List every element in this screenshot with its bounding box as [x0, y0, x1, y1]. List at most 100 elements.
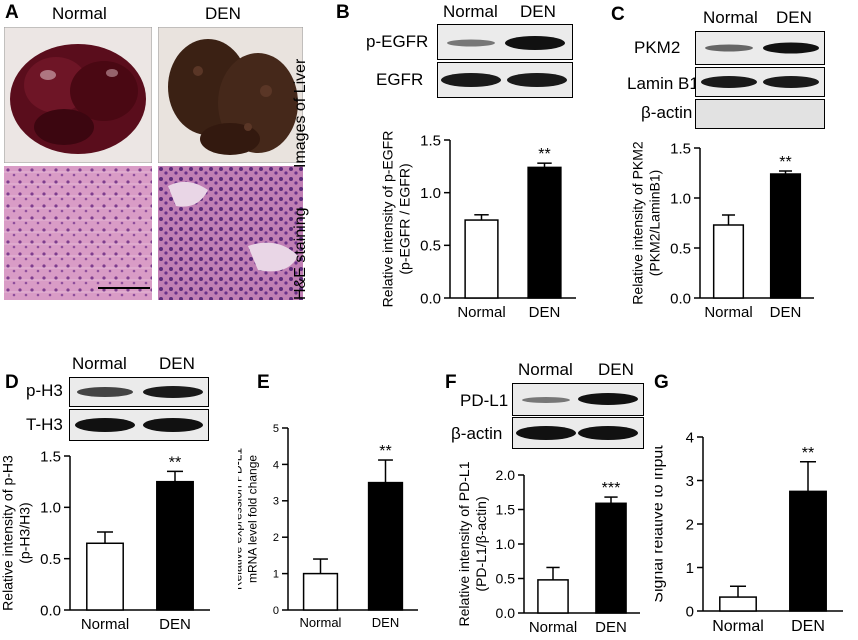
panel-b-den-header: DEN [520, 2, 556, 21]
panel-d-normal-header: Normal [72, 354, 127, 373]
panel-a-normal-header: Normal [52, 4, 107, 23]
blot-label-beta-actin-f: β-actin [451, 424, 503, 443]
blot-label-egfr: EGFR [376, 70, 424, 89]
blot-label-p-h3: p-H3 [26, 381, 63, 400]
y-tick-label: 2 [273, 532, 279, 544]
y-axis-label: Relative intensity of PD-L1 [456, 461, 472, 626]
bar-den [527, 166, 562, 299]
chart-p-h3: 0.0 0.5 1.0 1.5 Normal DEN ** Relative intensit… [0, 448, 210, 633]
y-tick-label: 1 [686, 560, 694, 577]
blot-label-beta-actin-c: β-actin [641, 103, 693, 122]
y-axis-label: Relative expression PD-L1 [238, 448, 245, 590]
bar-normal [537, 579, 569, 614]
y-tick-label: 0 [686, 603, 694, 620]
y-tick-label: 0.5 [670, 240, 691, 257]
blot-pkm2 [695, 31, 825, 65]
x-tick-label: Normal [457, 304, 505, 321]
panel-letter-c: C [611, 4, 625, 25]
bar-normal [302, 572, 339, 611]
x-tick-label: DEN [770, 304, 802, 321]
bar-normal [719, 596, 757, 612]
panel-b-normal-header: Normal [443, 2, 498, 21]
blot-p-egfr [437, 24, 573, 60]
x-tick-label: DEN [372, 615, 399, 630]
panel-letter-a: A [5, 2, 19, 23]
blot-t-h3 [69, 409, 209, 441]
y-tick-label: 3 [686, 473, 694, 490]
blot-label-pkm2: PKM2 [634, 38, 681, 57]
y-axis-label: Signal relative to input [655, 445, 667, 603]
blot-label-p-egfr: p-EGFR [366, 32, 429, 51]
panel-a-row1-label: Images of Liver [292, 58, 309, 168]
y-tick-label: 3 [273, 496, 279, 508]
blot-egfr [437, 62, 573, 98]
bar-den [789, 490, 827, 612]
chart-pd-l1-mrna: 0 1 2 3 4 5 Normal DEN ** Relative expression PD-… [238, 423, 418, 630]
panel-letter-e: E [257, 372, 270, 393]
significance-label: ** [169, 454, 181, 471]
blot-beta-actin-c [695, 99, 825, 129]
panel-a-den-header: DEN [205, 4, 241, 23]
panel-a-row2-label: H&E staining [292, 207, 309, 301]
y-axis-label: Relative intensity of PKM2 [630, 141, 646, 305]
y-tick-label: 1.0 [670, 190, 691, 207]
x-tick-label: Normal [704, 304, 752, 321]
panel-f-den-header: DEN [598, 360, 634, 379]
y-tick-label: 0.0 [40, 602, 61, 619]
y-tick-label: 1.0 [496, 536, 516, 552]
y-tick-label: 2.0 [496, 467, 516, 483]
significance-label: *** [602, 480, 621, 497]
den-liver-photo [158, 27, 303, 163]
x-tick-label: DEN [595, 619, 627, 636]
blot-pd-l1 [512, 383, 644, 416]
panel-letter-g: G [654, 372, 669, 393]
chart-pd-l1-intensity: 0.0 0.5 1.0 1.5 2.0 Normal DEN *** Relative inte… [456, 461, 640, 636]
y-tick-label: 1 [273, 568, 279, 580]
significance-label: ** [538, 146, 550, 163]
bar-den [156, 480, 194, 611]
significance-label: ** [779, 154, 791, 171]
y-tick-label: 1.5 [420, 132, 441, 149]
y-tick-label: 0.5 [420, 238, 441, 255]
x-tick-label: DEN [529, 304, 561, 321]
panel-c-den-header: DEN [776, 8, 812, 27]
y-tick-label: 4 [273, 459, 279, 471]
y-axis-label: mRNA level fold change [246, 455, 260, 583]
normal-liver-photo [4, 27, 152, 163]
x-tick-label: Normal [81, 616, 129, 633]
blot-label-pd-l1: PD-L1 [460, 391, 509, 410]
blot-label-lamin-b1: Lamin B1 [627, 74, 699, 93]
y-axis-label: (PD-L1/β-actin) [473, 496, 489, 591]
y-axis-label: Relative intensity of p-EGFR [380, 131, 396, 308]
panel-letter-f: F [445, 372, 457, 393]
panel-letter-b: B [336, 2, 350, 23]
y-tick-label: 1.0 [40, 500, 61, 517]
bar-normal [86, 542, 124, 611]
bar-normal [464, 219, 499, 299]
x-tick-label: Normal [300, 615, 342, 630]
x-tick-label: DEN [791, 618, 825, 635]
bar-normal [712, 224, 745, 299]
blot-label-t-h3: T-H3 [26, 415, 63, 434]
significance-label: ** [379, 443, 391, 460]
significance-label: ** [802, 445, 814, 462]
x-tick-label: Normal [712, 618, 764, 635]
y-tick-label: 0.5 [40, 551, 61, 568]
y-axis-label: (PKM2/LaminB1) [647, 170, 663, 277]
blot-beta-actin-f [512, 417, 644, 449]
den-he-staining-image [158, 166, 303, 300]
y-tick-label: 2 [686, 516, 694, 533]
y-tick-label: 0.5 [496, 570, 516, 586]
y-tick-label: 5 [273, 423, 279, 435]
y-tick-label: 0.0 [420, 290, 441, 307]
x-tick-label: Normal [529, 619, 577, 636]
blot-lamin-b1 [695, 67, 825, 97]
blot-p-h3 [69, 377, 209, 407]
bar-den [769, 173, 802, 299]
y-tick-label: 1.5 [496, 501, 516, 517]
y-axis-label: (p-EGFR / EGFR) [397, 163, 413, 274]
y-tick-label: 0.0 [670, 290, 691, 307]
y-tick-label: 1.0 [420, 185, 441, 202]
panel-d-den-header: DEN [159, 354, 195, 373]
panel-f-normal-header: Normal [518, 360, 573, 379]
